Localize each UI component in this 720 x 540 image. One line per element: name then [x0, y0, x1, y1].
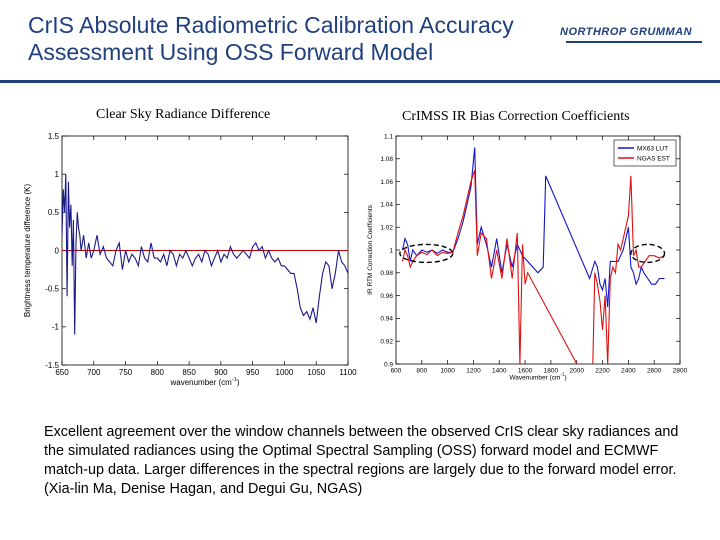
logo-text: NORTHROP GRUMMAN: [560, 26, 693, 38]
y-tick-label: 1.5: [48, 132, 60, 141]
x-tick-label: 1000: [276, 368, 294, 377]
slide-title-line2: Assessment Using OSS Forward Model: [28, 39, 434, 65]
x-tick-label: 2800: [673, 368, 688, 375]
y-tick-label: 0.92: [380, 338, 393, 345]
x-axis-label: Wavenumber (cm-1): [509, 372, 566, 382]
x-tick-label: 1200: [466, 368, 481, 375]
x-tick-label: 700: [87, 368, 101, 377]
chart1-title: Clear Sky Radiance Difference: [96, 107, 271, 122]
y-tick-label: -0.5: [45, 284, 59, 293]
northrop-grumman-logo: NORTHROP GRUMMAN: [560, 26, 710, 46]
radiance-difference-chart: 650 700 750 800 850 900 950 1000 1050 1100 -1.5 -1 -…: [23, 132, 357, 387]
title-divider: [0, 80, 720, 83]
x-tick-label: 2400: [621, 368, 636, 375]
x-tick-label: 1100: [339, 368, 357, 377]
legend-box: [613, 139, 677, 167]
x-axis-label-main: wavenumber (cm: [169, 378, 232, 387]
x-tick-label: 1800: [544, 368, 559, 375]
x-tick-label: 2200: [595, 368, 610, 375]
x-tick-label: 800: [416, 368, 427, 375]
y-tick-label: 0.9: [384, 361, 393, 368]
series-line-1: [401, 147, 665, 308]
x-tick-label: 1000: [440, 368, 455, 375]
y-tick-label: -1: [52, 323, 60, 332]
logo-underline: [566, 41, 702, 43]
y-tick-label: 0.94: [380, 316, 393, 323]
y-tick-label: 0.96: [380, 293, 393, 300]
chart2-title: CrIMSS IR Bias Correction Coefficients: [402, 109, 630, 124]
bias-correction-chart: 600 800 1000 1200 1400 1600 1800 2000 2200 2400 26…: [367, 133, 688, 382]
x-tick-label: 2600: [647, 368, 662, 375]
y-axis-label: IR RTM Correction Coefficients: [367, 204, 374, 294]
series-line-2: [401, 170, 665, 364]
y-tick-label: 1.1: [384, 133, 393, 140]
x-tick-label: 900: [214, 368, 228, 377]
plot-area: [395, 135, 681, 365]
x-axis-label-end: ): [564, 375, 566, 382]
x-tick-label: 1050: [307, 368, 325, 377]
y-tick-label: 0.5: [48, 208, 60, 217]
y-tick-label: 1.02: [380, 224, 393, 231]
x-tick-label: 750: [119, 368, 133, 377]
y-tick-label: 0: [55, 246, 60, 255]
y-tick-label: 1.04: [380, 202, 393, 209]
x-axis-label-sup: -1: [560, 372, 565, 377]
highlight-ellipse-1: [399, 243, 454, 264]
legend-label: MX63 LUT: [637, 146, 668, 153]
x-tick-label: 2000: [569, 368, 584, 375]
y-tick-label: 1: [389, 247, 393, 254]
x-axis-label: wavenumber (cm-1): [169, 377, 239, 387]
x-tick-label: 950: [246, 368, 260, 377]
y-tick-label: 1.06: [380, 179, 393, 186]
slide-title: CrIS Absolute Radiometric Calibration Ac…: [28, 12, 548, 66]
highlight-ellipse-2: [630, 243, 666, 264]
y-tick-label: 0.98: [380, 270, 393, 277]
slide-title-line1: CrIS Absolute Radiometric Calibration Ac…: [28, 12, 514, 38]
y-tick-label: 1.08: [380, 156, 393, 163]
caption-text: Excellent agreement over the window chan…: [44, 424, 679, 497]
x-tick-label: 800: [151, 368, 165, 377]
x-tick-label: 850: [182, 368, 196, 377]
x-tick-label: 1400: [492, 368, 507, 375]
x-tick-label: 600: [391, 368, 402, 375]
x-axis-label-main: Wavenumber (cm: [509, 375, 560, 382]
y-tick-label: 1: [55, 170, 60, 179]
x-tick-label: 650: [55, 368, 69, 377]
y-tick-label: -1.5: [45, 361, 59, 370]
x-axis-label-end: ): [237, 378, 240, 387]
x-axis-label-sup: -1: [232, 377, 237, 383]
series-line-1: [62, 174, 348, 335]
y-axis-label: Brightness temperature difference (K): [23, 184, 32, 318]
legend-label: NGAS EST: [637, 156, 670, 163]
x-tick-label: 1600: [518, 368, 533, 375]
